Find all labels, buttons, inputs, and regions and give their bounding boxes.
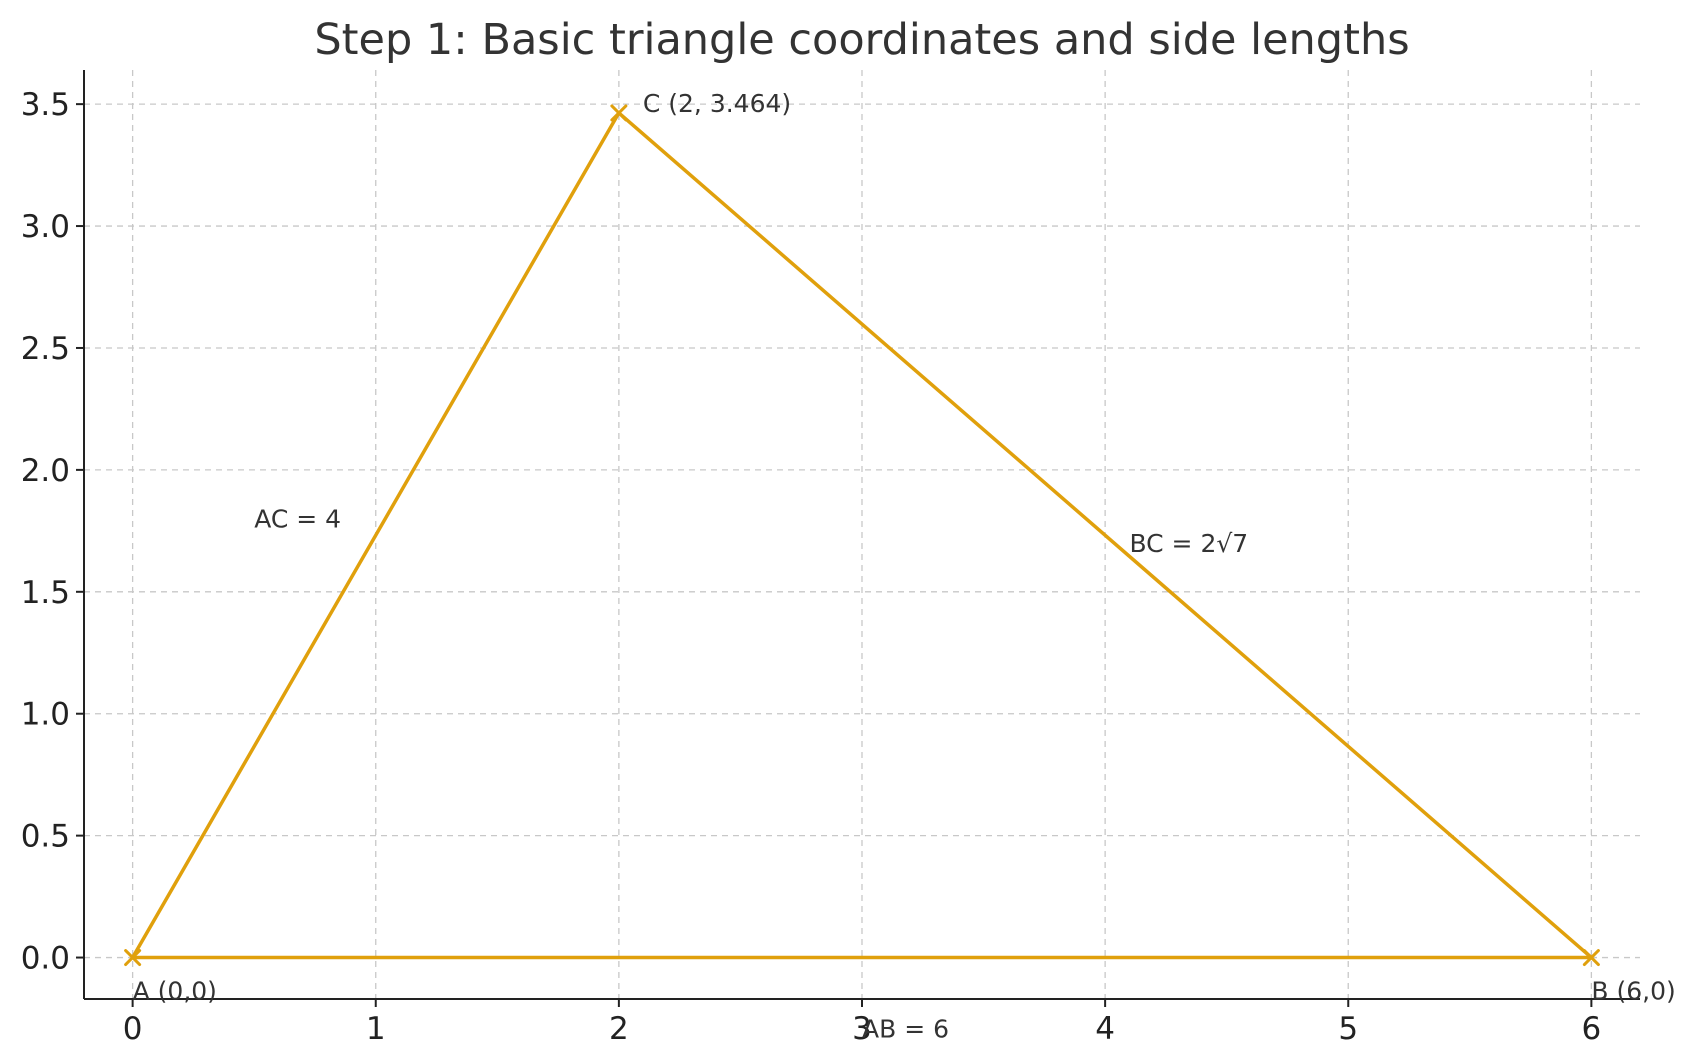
y-tick-label: 1.0	[21, 697, 70, 733]
marker-stroke	[124, 949, 142, 967]
vertex-marker-c	[610, 104, 628, 122]
vertex-label-c: C (2, 3.464)	[643, 89, 791, 118]
side-label-bc: BC = 2√7	[1129, 529, 1248, 558]
y-tick-label: 2.5	[21, 331, 70, 367]
triangle-edges	[130, 111, 1594, 960]
x-tick-label: 6	[1582, 1011, 1602, 1047]
grid-lines	[84, 70, 1640, 999]
y-tick-label: 0.0	[21, 941, 70, 977]
x-tick-label: 4	[1095, 1011, 1115, 1047]
y-tick-label: 0.5	[21, 819, 70, 855]
edge-bc	[617, 111, 1594, 960]
vertex-marker-b	[1582, 949, 1600, 967]
edge-ac	[130, 111, 621, 960]
tick-labels: 0 1 2 3 4 5 6 0.0 0.5 1.0 1.5 2.0 2.5 3.0 3.5	[21, 87, 1602, 1047]
y-tick-label: 1.5	[21, 575, 70, 611]
chart-title: Step 1: Basic triangle coordinates and s…	[314, 15, 1409, 65]
side-label-ab: AB = 6	[862, 1014, 949, 1043]
side-label-ac: AC = 4	[254, 505, 341, 534]
x-tick-label: 3	[852, 1011, 872, 1047]
marker-stroke	[610, 104, 628, 122]
vertex-label-a: A (0,0)	[133, 977, 217, 1006]
x-tick-label: 1	[366, 1011, 386, 1047]
y-tick-label: 2.0	[21, 453, 70, 489]
x-tick-label: 0	[123, 1011, 143, 1047]
axes	[76, 70, 1640, 1007]
marker-stroke	[1582, 949, 1600, 967]
y-tick-label: 3.0	[21, 209, 70, 245]
vertex-markers	[124, 104, 1600, 967]
x-tick-label: 2	[609, 1011, 629, 1047]
vertex-marker-a	[124, 949, 142, 967]
x-tick-label: 5	[1338, 1011, 1358, 1047]
y-tick-label: 3.5	[21, 87, 70, 123]
annotations: A (0,0) B (6,0) C (2, 3.464) AB = 6 AC = 4 BC…	[133, 89, 1676, 1043]
vertex-label-b: B (6,0)	[1591, 977, 1675, 1006]
